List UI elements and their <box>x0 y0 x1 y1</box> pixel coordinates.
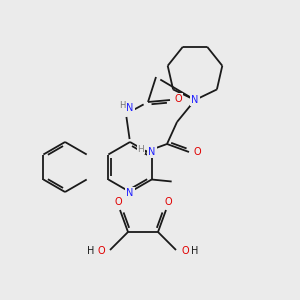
Text: N: N <box>148 147 156 157</box>
Text: H: H <box>138 145 144 154</box>
Text: O: O <box>193 147 201 157</box>
Text: O: O <box>97 246 105 256</box>
Text: H: H <box>191 246 199 256</box>
Text: O: O <box>114 197 122 207</box>
Text: N: N <box>191 95 199 105</box>
Text: N: N <box>191 95 199 105</box>
Text: O: O <box>181 246 189 256</box>
Text: H: H <box>119 101 125 110</box>
Text: N: N <box>126 188 134 198</box>
Text: O: O <box>164 197 172 207</box>
Text: O: O <box>174 94 182 104</box>
Text: H: H <box>87 246 95 256</box>
Text: N: N <box>126 103 134 113</box>
